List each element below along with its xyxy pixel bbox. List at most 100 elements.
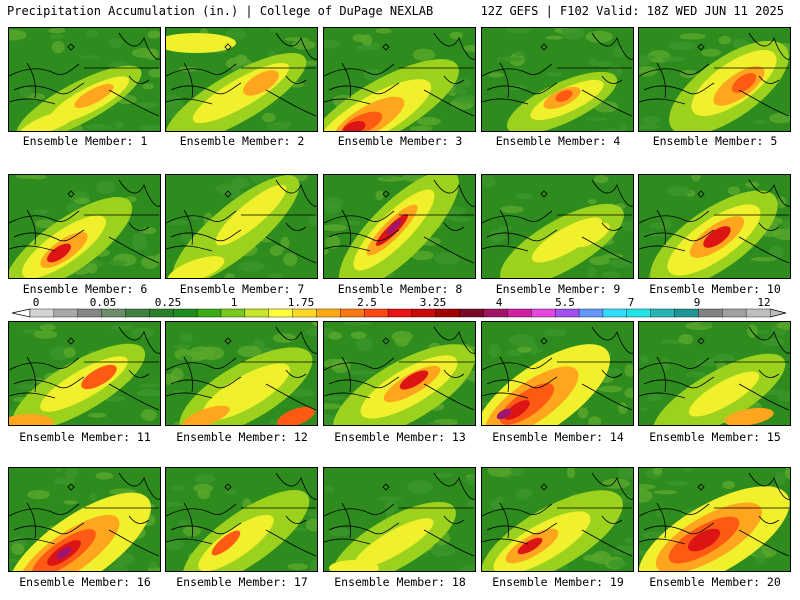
map-marker-icon [382, 43, 390, 51]
precip-speckle [782, 219, 790, 230]
precip-speckle [665, 480, 689, 486]
geographic-boundary-line [443, 515, 465, 524]
precip-speckle [639, 124, 661, 130]
precip-contour-extreme [517, 537, 543, 555]
geographic-boundary-line [748, 326, 790, 354]
precip-speckle [619, 220, 633, 232]
precip-speckle [753, 120, 767, 125]
map-marker-icon [697, 337, 705, 345]
map-marker-icon [540, 43, 548, 51]
geographic-boundary-line [591, 179, 633, 207]
map-marker-icon [67, 190, 75, 198]
geographic-boundary-line [482, 63, 553, 77]
precip-speckle [27, 490, 50, 500]
map-marker-icon [697, 483, 705, 491]
precip-speckle [624, 364, 633, 377]
precip-speckle [269, 28, 281, 32]
chart-title: Precipitation Accumulation (in.) | Colle… [7, 4, 434, 18]
precip-speckle [394, 337, 409, 347]
precip-speckle [305, 518, 317, 532]
geographic-boundary-line [482, 357, 553, 371]
geographic-boundary-line [13, 82, 85, 95]
precip-speckle [331, 359, 351, 374]
geographic-boundary-line [581, 236, 633, 264]
precip-map-10 [639, 175, 790, 278]
geographic-boundary-line [443, 369, 465, 378]
precip-speckle [33, 330, 58, 339]
precip-speckle [612, 46, 625, 58]
geographic-boundary-line [170, 376, 242, 389]
precip-speckle [750, 257, 778, 262]
colorbar-tick-label: 0.25 [155, 296, 182, 309]
precip-speckle [612, 545, 633, 556]
ensemble-member-label: Ensemble Member: 13 [334, 430, 466, 444]
precip-speckle [325, 235, 341, 249]
ensemble-member-map-3 [323, 27, 476, 132]
precip-speckle [380, 175, 393, 180]
ensemble-member-label: Ensemble Member: 14 [492, 430, 624, 444]
precip-speckle [141, 255, 160, 269]
precip-contour-moderate [688, 371, 760, 417]
precip-speckle [348, 370, 376, 375]
geographic-boundary-line [324, 538, 371, 545]
geographic-boundary-line [433, 472, 475, 500]
geographic-boundary-line [758, 222, 780, 231]
precip-map-14 [482, 322, 633, 425]
precip-map-15 [639, 322, 790, 425]
precip-speckle [679, 69, 698, 79]
precip-speckle [183, 525, 201, 537]
precip-speckle [639, 407, 648, 412]
geographic-boundary-line [265, 89, 317, 117]
precip-speckle [660, 339, 683, 344]
colorbar-swatch [125, 308, 151, 318]
geographic-boundary-line [591, 472, 633, 500]
map-marker-icon [67, 43, 75, 51]
precip-speckle [691, 175, 701, 182]
precip-speckle [641, 116, 661, 125]
colorbar-swatch [698, 308, 723, 318]
precip-speckle [267, 273, 283, 278]
geographic-boundary-line [166, 210, 237, 224]
colorbar-swatch [149, 308, 174, 318]
precip-speckle [407, 480, 434, 494]
precip-speckle [237, 345, 262, 357]
ensemble-member-map-17 [165, 467, 318, 572]
precip-contour-extreme [47, 243, 71, 263]
precip-speckle [509, 334, 535, 347]
precip-speckle [679, 33, 706, 40]
precip-speckle [39, 323, 56, 331]
precip-speckle [85, 124, 113, 130]
precip-speckle [760, 337, 786, 346]
precip-speckle [352, 34, 368, 43]
colorbar-tick-label: 1 [231, 296, 238, 309]
ensemble-member-label: Ensemble Member: 12 [176, 430, 308, 444]
precip-speckle [617, 468, 633, 480]
geographic-boundary-line [128, 369, 150, 378]
ensemble-member-map-19 [481, 467, 634, 572]
precip-speckle [425, 422, 441, 425]
precip-contour-max [386, 219, 402, 235]
ensemble-member-map-2 [165, 27, 318, 132]
geographic-boundary-line [482, 392, 529, 399]
colorbar-tick-label: 1.75 [288, 296, 315, 309]
precip-speckle [430, 543, 455, 557]
precip-speckle [343, 322, 371, 326]
precip-speckle [9, 29, 27, 41]
precip-contour-extreme [399, 370, 429, 390]
precip-speckle [324, 248, 329, 255]
precip-speckle [194, 474, 216, 484]
precip-speckle [489, 344, 501, 358]
precip-speckle [647, 394, 662, 402]
precip-speckle [624, 537, 633, 544]
precip-speckle [661, 357, 670, 371]
precip-contour-vheavy [277, 406, 315, 425]
colorbar-min-arrow [11, 308, 31, 318]
ensemble-member-map-10 [638, 174, 791, 279]
precip-speckle [16, 384, 35, 390]
geographic-boundary-line [170, 229, 242, 242]
ensemble-member-label: Ensemble Member: 11 [19, 430, 151, 444]
geographic-boundary-line [738, 383, 790, 411]
precip-speckle [19, 86, 32, 98]
precip-speckle [138, 124, 160, 131]
precip-speckle [29, 175, 47, 180]
